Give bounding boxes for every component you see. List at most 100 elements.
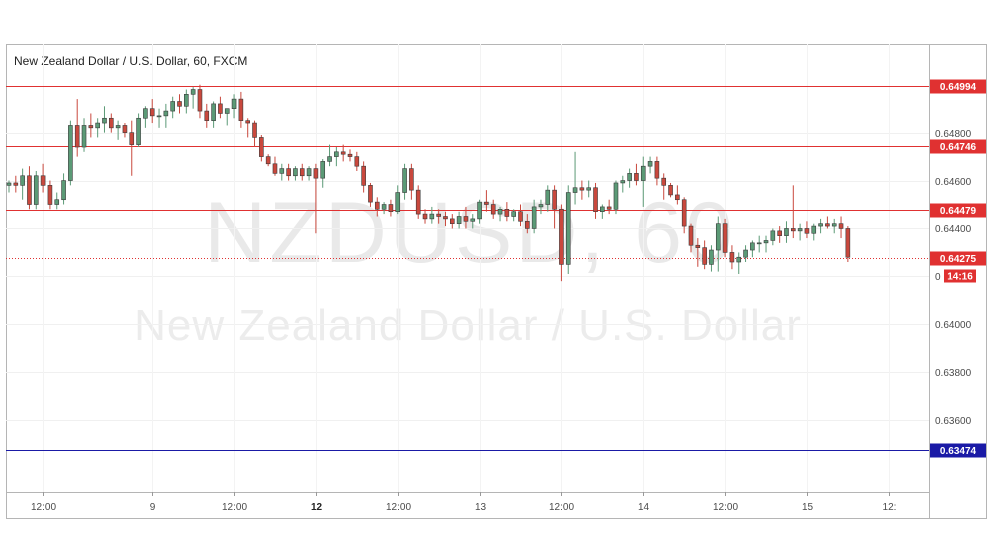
candle[interactable] [252, 120, 257, 148]
candle[interactable] [606, 199, 612, 215]
candle[interactable] [647, 156, 653, 174]
candle[interactable] [190, 87, 196, 109]
candle[interactable] [20, 168, 25, 200]
candle[interactable] [409, 163, 414, 200]
candle[interactable] [525, 214, 530, 234]
candle[interactable] [825, 216, 830, 229]
candle[interactable] [279, 163, 285, 181]
candle[interactable] [115, 120, 121, 140]
candle[interactable] [368, 182, 373, 207]
candle[interactable] [634, 163, 639, 186]
candle[interactable] [702, 240, 707, 270]
candle[interactable] [545, 185, 551, 212]
candle[interactable] [374, 197, 380, 217]
candle[interactable] [593, 182, 598, 219]
candle[interactable] [293, 166, 298, 181]
candle[interactable] [61, 173, 66, 205]
candle[interactable] [95, 118, 100, 138]
candle[interactable] [695, 238, 701, 267]
candle[interactable] [211, 101, 216, 128]
candle[interactable] [109, 113, 114, 133]
candle[interactable] [831, 218, 837, 234]
candle[interactable] [627, 168, 632, 188]
candle[interactable] [763, 235, 769, 253]
candle[interactable] [504, 202, 510, 222]
candle[interactable] [681, 197, 687, 234]
candle[interactable] [265, 154, 271, 167]
candle[interactable] [102, 106, 107, 133]
candle[interactable] [313, 163, 319, 234]
candle[interactable] [197, 84, 203, 119]
candle[interactable] [218, 96, 223, 119]
candle[interactable] [436, 209, 441, 224]
candle[interactable] [54, 192, 60, 210]
candle[interactable] [224, 108, 230, 126]
candle[interactable] [381, 202, 387, 215]
candle[interactable] [572, 151, 578, 205]
candle[interactable] [334, 147, 339, 167]
candle[interactable] [231, 94, 237, 119]
candle[interactable] [743, 245, 748, 263]
candle[interactable] [449, 214, 455, 229]
candle[interactable] [286, 163, 291, 181]
candle[interactable] [33, 170, 39, 210]
candle[interactable] [709, 245, 714, 272]
candle[interactable] [184, 89, 189, 114]
candle[interactable] [797, 223, 803, 241]
candle[interactable] [81, 118, 87, 152]
candle[interactable] [661, 173, 667, 200]
candle[interactable] [347, 149, 353, 162]
candle[interactable] [177, 94, 182, 114]
candle[interactable] [688, 223, 694, 253]
candle[interactable] [490, 199, 496, 219]
candle[interactable] [818, 218, 823, 234]
candle[interactable] [259, 135, 264, 162]
candle[interactable] [388, 199, 394, 217]
candle[interactable] [511, 209, 516, 222]
candle[interactable] [640, 156, 646, 207]
candle[interactable] [340, 144, 346, 162]
candle[interactable] [306, 166, 312, 181]
candle[interactable] [74, 99, 80, 157]
candle[interactable] [13, 175, 19, 193]
candle[interactable] [27, 166, 32, 210]
candle[interactable] [777, 226, 782, 243]
candle[interactable] [272, 156, 278, 176]
candle[interactable] [497, 206, 503, 222]
candle[interactable] [531, 199, 537, 234]
candle[interactable] [804, 221, 810, 239]
candle[interactable] [565, 185, 571, 274]
candle[interactable] [484, 190, 489, 212]
candle[interactable] [552, 185, 557, 229]
candle[interactable] [6, 180, 12, 193]
candle[interactable] [811, 223, 817, 241]
candle[interactable] [354, 151, 360, 171]
candle[interactable] [47, 180, 53, 210]
candle[interactable] [149, 99, 155, 124]
candle[interactable] [579, 180, 585, 200]
candle[interactable] [845, 226, 851, 263]
candle[interactable] [654, 156, 660, 186]
candle[interactable] [429, 206, 435, 224]
candle[interactable] [415, 185, 421, 219]
candle[interactable] [477, 199, 482, 224]
candle[interactable] [320, 158, 326, 188]
candle[interactable] [838, 216, 844, 239]
candle[interactable] [538, 199, 544, 215]
candle[interactable] [299, 163, 305, 181]
candle[interactable] [518, 204, 523, 227]
candle[interactable] [40, 163, 46, 193]
candle[interactable] [586, 180, 592, 198]
candle[interactable] [422, 209, 428, 224]
candle[interactable] [750, 240, 755, 258]
candle[interactable] [245, 118, 250, 138]
candle[interactable] [156, 108, 162, 128]
candle[interactable] [456, 211, 462, 229]
candle[interactable] [722, 218, 728, 258]
candle[interactable] [88, 113, 94, 138]
price-axis[interactable]: 0.64800 0.64600 0.64400 0.64000 0.63800 0.636… [935, 129, 972, 427]
candle[interactable] [729, 245, 735, 270]
candle[interactable] [790, 185, 796, 239]
candle[interactable] [715, 216, 721, 272]
